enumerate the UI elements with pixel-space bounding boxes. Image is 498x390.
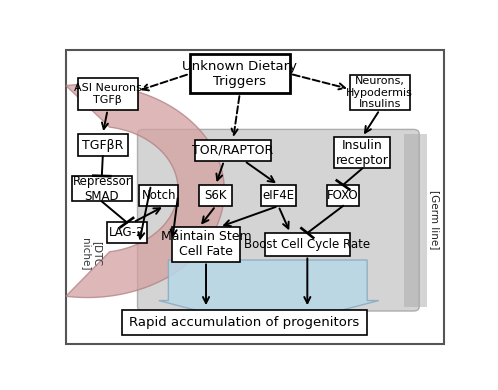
Text: Boost Cell Cycle Rate: Boost Cell Cycle Rate bbox=[244, 238, 371, 251]
Polygon shape bbox=[66, 84, 224, 298]
FancyBboxPatch shape bbox=[190, 54, 290, 93]
Text: Repressor
SMAD: Repressor SMAD bbox=[72, 175, 131, 203]
FancyBboxPatch shape bbox=[404, 134, 427, 307]
FancyBboxPatch shape bbox=[195, 140, 271, 161]
Text: Notch: Notch bbox=[141, 189, 176, 202]
FancyBboxPatch shape bbox=[327, 185, 360, 206]
FancyBboxPatch shape bbox=[78, 134, 128, 156]
Text: [Germ line]: [Germ line] bbox=[430, 190, 440, 249]
FancyBboxPatch shape bbox=[66, 50, 444, 344]
Text: TGFβR: TGFβR bbox=[82, 139, 124, 152]
FancyBboxPatch shape bbox=[199, 185, 232, 206]
FancyBboxPatch shape bbox=[334, 137, 390, 168]
FancyBboxPatch shape bbox=[139, 185, 178, 206]
Polygon shape bbox=[159, 260, 379, 329]
FancyBboxPatch shape bbox=[261, 185, 296, 206]
FancyBboxPatch shape bbox=[172, 227, 240, 262]
Text: Insulin
receptor: Insulin receptor bbox=[336, 139, 389, 167]
FancyBboxPatch shape bbox=[122, 310, 367, 335]
FancyBboxPatch shape bbox=[265, 233, 350, 255]
Text: FOXO: FOXO bbox=[327, 189, 359, 202]
FancyBboxPatch shape bbox=[137, 129, 419, 311]
FancyBboxPatch shape bbox=[72, 176, 131, 202]
FancyBboxPatch shape bbox=[107, 222, 147, 243]
Text: Maintain Stem
Cell Fate: Maintain Stem Cell Fate bbox=[161, 230, 251, 258]
Text: Neurons,
Hypodermis
Insulins: Neurons, Hypodermis Insulins bbox=[346, 76, 413, 109]
Text: Rapid accumulation of progenitors: Rapid accumulation of progenitors bbox=[129, 316, 360, 329]
FancyBboxPatch shape bbox=[350, 75, 410, 110]
Text: LAG-2: LAG-2 bbox=[109, 227, 144, 239]
Text: ASI Neurons
TGFβ: ASI Neurons TGFβ bbox=[74, 83, 141, 105]
FancyBboxPatch shape bbox=[78, 78, 137, 110]
Text: S6K: S6K bbox=[204, 189, 227, 202]
Text: eIF4E: eIF4E bbox=[262, 189, 294, 202]
Text: [DTC
niche]: [DTC niche] bbox=[81, 238, 102, 270]
Text: Unknown Dietary
Triggers: Unknown Dietary Triggers bbox=[182, 60, 297, 88]
Text: TOR/RAPTOR: TOR/RAPTOR bbox=[192, 144, 274, 157]
